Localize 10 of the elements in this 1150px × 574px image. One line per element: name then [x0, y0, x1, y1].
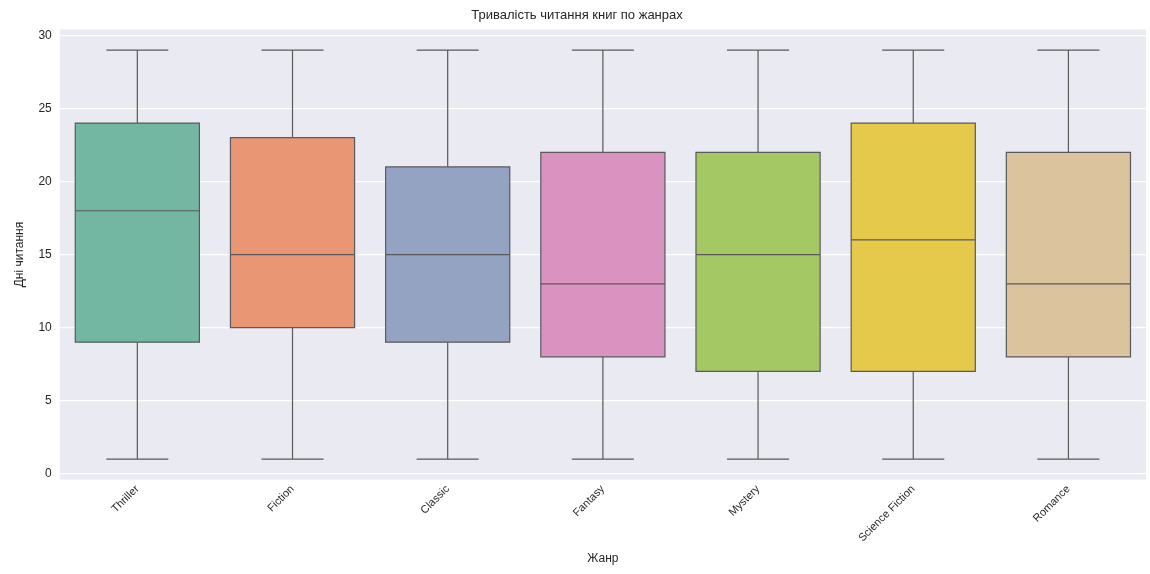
y-tick-label: 5 — [45, 392, 53, 407]
y-tick-label: 15 — [38, 246, 53, 261]
y-tick-label: 0 — [45, 465, 53, 480]
x-axis-title: Жанр — [587, 551, 619, 566]
y-axis-title: Дні читання — [11, 221, 26, 288]
y-tick-label: 20 — [38, 173, 53, 188]
y-tick-label: 10 — [38, 319, 53, 334]
y-tick-label: 25 — [38, 100, 53, 115]
y-tick-label: 30 — [38, 27, 53, 42]
chart-title: Тривалість читання книг по жанрах — [471, 7, 684, 23]
